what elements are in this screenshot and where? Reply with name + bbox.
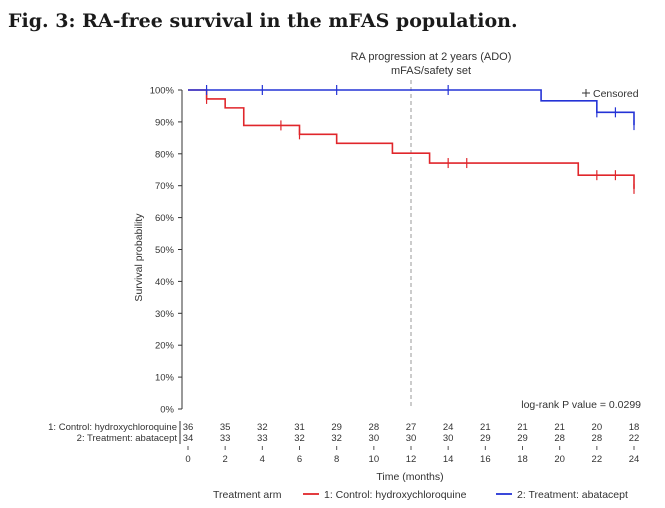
x-tick-label: 0 [185,454,190,465]
risk-count: 30 [369,433,380,444]
risk-count: 28 [369,422,380,433]
y-tick-label: 100% [150,86,175,97]
risk-count: 31 [294,422,305,433]
y-tick-label: 50% [155,245,175,256]
risk-count: 30 [443,433,454,444]
y-axis-label: Survival probability [133,213,145,302]
y-tick-label: 90% [155,117,175,128]
legend-label-2: 2: Treatment: abatacept [517,489,628,501]
figure-title: Fig. 3: RA-free survival in the mFAS pop… [8,10,518,32]
risk-count: 32 [257,422,268,433]
risk-count: 29 [480,433,491,444]
x-tick-label: 24 [629,454,640,465]
legend-title: Treatment arm [213,489,282,501]
y-tick-label: 10% [155,373,175,384]
x-tick-label: 10 [369,454,380,465]
y-tick-label: 40% [155,277,175,288]
y-tick-label: 80% [155,149,175,160]
x-tick-label: 2 [223,454,228,465]
risk-count: 35 [220,422,231,433]
x-tick-label: 16 [480,454,491,465]
x-tick-label: 18 [517,454,528,465]
legend-label-1: 1: Control: hydroxychloroquine [324,489,467,501]
risk-count: 20 [592,422,603,433]
risk-row-label-2: 2: Treatment: abatacept [77,433,178,444]
risk-count: 32 [331,433,342,444]
risk-count: 33 [257,433,268,444]
series-line-2 [188,89,635,126]
risk-count: 18 [629,422,640,433]
y-tick-label: 30% [155,309,175,320]
risk-row-label-1: 1: Control: hydroxychloroquine [48,422,177,433]
risk-count: 33 [220,433,231,444]
risk-count: 29 [517,433,528,444]
risk-count: 22 [629,433,640,444]
x-axis-label: Time (months) [376,471,443,483]
risk-count: 24 [443,422,454,433]
y-tick-label: 70% [155,181,175,192]
risk-count: 27 [406,422,417,433]
risk-count: 30 [406,433,417,444]
censored-label: Censored [593,88,639,100]
y-tick-label: 60% [155,213,175,224]
risk-count: 21 [554,422,565,433]
x-tick-label: 12 [406,454,417,465]
log-rank-annotation: log-rank P value = 0.0299 [521,399,641,411]
risk-count: 28 [554,433,565,444]
x-tick-label: 20 [554,454,565,465]
risk-count: 29 [331,422,342,433]
risk-count: 28 [592,433,603,444]
chart-subtitle: mFAS/safety set [391,65,471,77]
risk-count: 36 [183,422,194,433]
risk-count: 21 [480,422,491,433]
risk-count: 21 [517,422,528,433]
risk-count: 32 [294,433,305,444]
x-tick-label: 6 [297,454,302,465]
chart-title: RA progression at 2 years (ADO) [351,51,512,63]
y-tick-label: 0% [160,405,174,416]
x-tick-label: 4 [260,454,265,465]
risk-count: 34 [183,433,194,444]
series-line-1 [188,89,635,189]
y-tick-label: 20% [155,341,175,352]
x-tick-label: 22 [592,454,603,465]
x-tick-label: 14 [443,454,454,465]
x-tick-label: 8 [334,454,339,465]
